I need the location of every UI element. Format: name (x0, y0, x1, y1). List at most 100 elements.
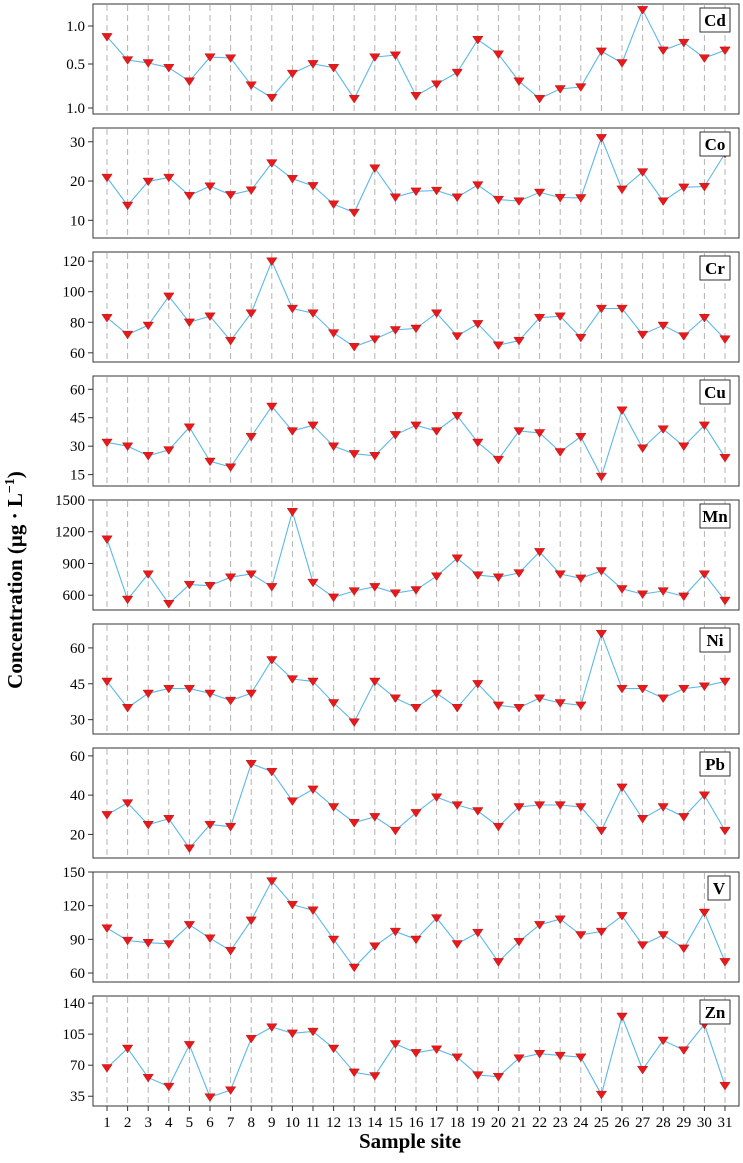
data-point (698, 54, 710, 63)
data-point (451, 554, 463, 563)
data-point (163, 64, 175, 73)
y-tick-label: 105 (63, 1027, 86, 1043)
data-point (513, 1054, 525, 1063)
data-point (389, 826, 401, 836)
x-tick-label: 5 (186, 1115, 194, 1131)
y-tick-label: 60 (70, 641, 85, 657)
data-point (410, 809, 422, 818)
y-tick-label: 10 (70, 213, 85, 229)
data-point (719, 46, 731, 56)
y-tick-label: 15 (70, 468, 85, 484)
data-point (698, 314, 710, 323)
data-point (595, 927, 607, 937)
x-tick-label: 4 (165, 1115, 173, 1131)
panel-label: Pb (705, 755, 725, 774)
x-tick-label: 10 (285, 1115, 300, 1131)
data-point (513, 704, 525, 713)
data-point (101, 811, 113, 820)
data-point (245, 309, 257, 318)
x-tick-label: 6 (206, 1115, 214, 1131)
y-tick-label: 20 (70, 827, 85, 843)
panel-label: Mn (702, 507, 728, 526)
data-point (101, 677, 113, 687)
data-point (369, 813, 381, 822)
data-point (101, 535, 113, 544)
y-tick-label: 60 (70, 966, 85, 982)
data-point (492, 50, 504, 59)
data-point (657, 931, 669, 940)
data-point (595, 47, 607, 57)
data-point (657, 425, 669, 434)
data-point (389, 326, 401, 335)
data-point (348, 94, 360, 104)
y-tick-label: 30 (70, 713, 85, 729)
panel-label-box (699, 751, 731, 777)
data-point (183, 191, 195, 201)
data-point (431, 914, 443, 923)
data-point (554, 801, 566, 810)
data-point (245, 186, 257, 195)
data-point (348, 343, 360, 352)
x-tick-label: 20 (491, 1115, 506, 1131)
x-tick-label: 21 (512, 1115, 527, 1131)
data-point (307, 578, 319, 588)
data-point (122, 936, 134, 946)
y-tick-label: 35 (70, 1089, 85, 1105)
panel-label-box (699, 379, 731, 405)
data-point (451, 940, 463, 949)
data-point (286, 175, 298, 184)
data-point (122, 595, 134, 605)
panel-v: 60 90 120 150 V (63, 865, 740, 983)
data-point (245, 760, 257, 769)
data-point (595, 1090, 607, 1100)
data-point (245, 81, 257, 90)
data-point (266, 93, 278, 103)
x-tick-label: 1 (103, 1115, 111, 1131)
data-point (122, 799, 134, 808)
data-point (204, 689, 216, 699)
data-point (492, 195, 504, 205)
data-point (410, 92, 422, 101)
data-point (410, 586, 422, 595)
data-point (142, 177, 154, 187)
y-tick-label: 150 (63, 865, 86, 881)
y-tick-label: 120 (63, 899, 86, 915)
data-point (492, 958, 504, 967)
x-tick-label: 27 (635, 1115, 651, 1131)
data-point (163, 685, 175, 694)
data-point (389, 51, 401, 60)
data-point (410, 1049, 422, 1058)
data-point (616, 783, 628, 793)
data-point (534, 94, 546, 104)
data-point (575, 83, 587, 92)
data-point (183, 318, 195, 328)
data-point (431, 309, 443, 318)
y-tick-label: 70 (70, 1058, 85, 1074)
data-point (348, 718, 360, 727)
data-point (472, 571, 484, 580)
data-point (451, 332, 463, 341)
data-point (410, 324, 422, 334)
data-point (534, 429, 546, 438)
panel-label-box (699, 7, 731, 33)
data-point (719, 596, 731, 606)
data-point (534, 314, 546, 323)
data-point (142, 570, 154, 579)
panel-label-box (707, 875, 731, 901)
x-tick-label: 29 (676, 1115, 691, 1131)
y-tick-label: 60 (70, 382, 85, 398)
data-point (513, 803, 525, 812)
data-point (637, 6, 649, 15)
data-point (678, 813, 690, 822)
data-point (348, 208, 360, 218)
data-point (307, 182, 319, 191)
panel-ni: 30 45 60 Ni (70, 623, 740, 735)
x-tick-label: 31 (718, 1115, 733, 1131)
data-point (266, 768, 278, 777)
data-point (101, 924, 113, 933)
y-tick-label: 20 (70, 174, 85, 190)
data-point (451, 801, 463, 810)
data-point (575, 574, 587, 584)
data-point (266, 583, 278, 592)
data-point (678, 332, 690, 341)
